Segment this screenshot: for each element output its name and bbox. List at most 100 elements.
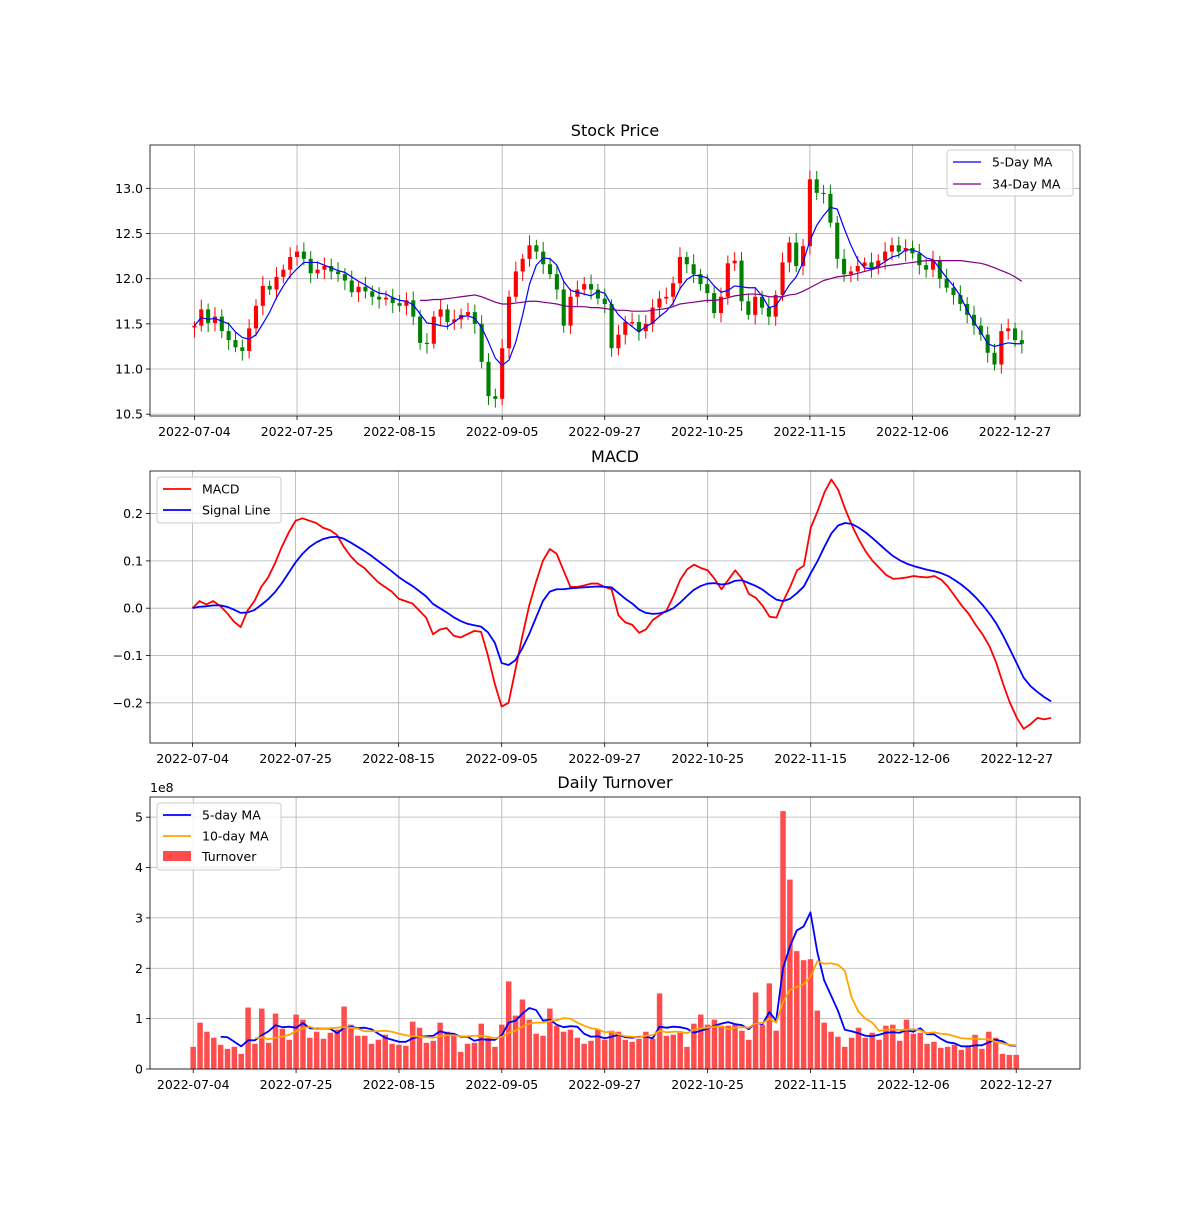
y-tick-label: 13.0 <box>115 181 143 196</box>
candle-body <box>821 192 826 195</box>
turnover-bar <box>375 1039 382 1069</box>
candle <box>506 290 512 359</box>
candle <box>349 270 354 298</box>
candle <box>698 268 703 291</box>
turnover-bar <box>896 1040 903 1069</box>
turnover-bar <box>334 1029 340 1069</box>
candle <box>664 287 669 304</box>
y-tick-label: 1 <box>135 1011 143 1026</box>
candle-body <box>349 280 354 293</box>
turnover-bar <box>231 1046 238 1069</box>
turnover-bar <box>581 1043 587 1069</box>
candle-body <box>192 325 197 328</box>
candle <box>978 317 983 341</box>
candle <box>219 309 224 339</box>
x-tick-label: 2022-12-06 <box>877 751 950 766</box>
x-tick-label: 2022-12-27 <box>979 424 1052 439</box>
candle <box>780 252 785 301</box>
candle-body <box>322 266 327 270</box>
chart-title: Daily Turnover <box>557 773 673 792</box>
x-tick-layer: 2022-07-04 2022-07-25 2022-08-15 2022-09-05… <box>157 1069 1053 1092</box>
turnover-bar <box>505 981 512 1069</box>
turnover-bar <box>279 1028 286 1069</box>
candle-body <box>506 296 512 349</box>
y-tick-label: 4 <box>135 860 143 875</box>
y-tick-label: −0.1 <box>113 648 143 663</box>
turnover-bar <box>1006 1054 1013 1069</box>
turnover-bar <box>938 1047 944 1069</box>
candle <box>917 243 922 275</box>
candle-body <box>705 284 710 294</box>
turnover-bar <box>245 1007 251 1069</box>
candle-body <box>1019 340 1024 344</box>
mark-layer <box>192 170 1024 408</box>
y-tick-label: 0.2 <box>123 506 143 521</box>
candle <box>1006 318 1011 340</box>
candle <box>554 265 559 300</box>
turnover-bar <box>739 1030 745 1069</box>
candle-body <box>910 247 915 254</box>
candle <box>999 324 1004 374</box>
legend-swatch-turnover <box>163 851 191 861</box>
candle <box>848 266 853 283</box>
turnover-bar <box>423 1042 430 1069</box>
candle-body <box>554 274 559 290</box>
candle-body <box>876 260 881 268</box>
legend: 5-Day MA 34-Day MA <box>946 149 1074 197</box>
legend-label-34day-ma: 34-Day MA <box>992 177 1061 192</box>
candle <box>684 251 689 274</box>
candle-body <box>807 179 812 247</box>
candle-body <box>534 245 539 252</box>
candle <box>814 171 819 200</box>
turnover-bar <box>293 1014 299 1069</box>
candle <box>718 287 724 323</box>
candle-body <box>520 258 525 272</box>
stock-price-panel: 2022-07-04 2022-07-25 2022-08-15 2022-09-05… <box>115 121 1081 439</box>
turnover-bar <box>286 1039 292 1069</box>
candle-body <box>643 323 648 332</box>
turnover-bar <box>752 992 759 1069</box>
candle-body <box>329 266 334 272</box>
candle-body <box>404 300 409 306</box>
turnover-bar <box>457 1051 464 1069</box>
candle-body <box>1006 328 1011 332</box>
candle-body <box>582 284 587 290</box>
candle-body <box>356 286 361 293</box>
candle-body <box>869 262 874 268</box>
candle-body <box>493 396 498 399</box>
turnover-bar <box>732 1024 738 1069</box>
candle-body <box>883 251 888 261</box>
turnover-bar <box>917 1032 923 1069</box>
candle <box>712 286 717 319</box>
turnover-bar <box>238 1053 244 1069</box>
turnover-bar <box>485 1037 491 1069</box>
candle-body <box>671 283 676 297</box>
x-tick-label: 2022-07-04 <box>157 1077 230 1092</box>
turnover-bar <box>704 1024 711 1069</box>
turnover-bar <box>794 951 800 1069</box>
candle-body <box>390 297 395 304</box>
candle-body <box>418 316 423 343</box>
candle-body <box>835 222 840 259</box>
turnover-bar <box>862 1037 869 1069</box>
candle <box>930 250 936 278</box>
turnover-bar <box>567 1029 574 1069</box>
plot-frame <box>149 144 1081 417</box>
y-tick-label: 12.5 <box>115 226 143 241</box>
candle-body <box>657 298 662 308</box>
mark-layer <box>191 478 1052 730</box>
legend-label-5day-ma: 5-day MA <box>202 808 261 823</box>
candle-body <box>842 258 847 275</box>
turnover-bar <box>951 1044 958 1069</box>
candle <box>862 257 867 272</box>
turnover-bar <box>348 1024 354 1069</box>
candle <box>630 312 635 327</box>
candle-body <box>233 340 238 348</box>
turnover-bar <box>300 1019 306 1069</box>
candle <box>267 280 272 295</box>
candle <box>657 290 662 318</box>
turnover-bar <box>992 1037 999 1069</box>
turnover-bar <box>766 983 773 1069</box>
x-tick-label: 2022-12-06 <box>876 424 949 439</box>
